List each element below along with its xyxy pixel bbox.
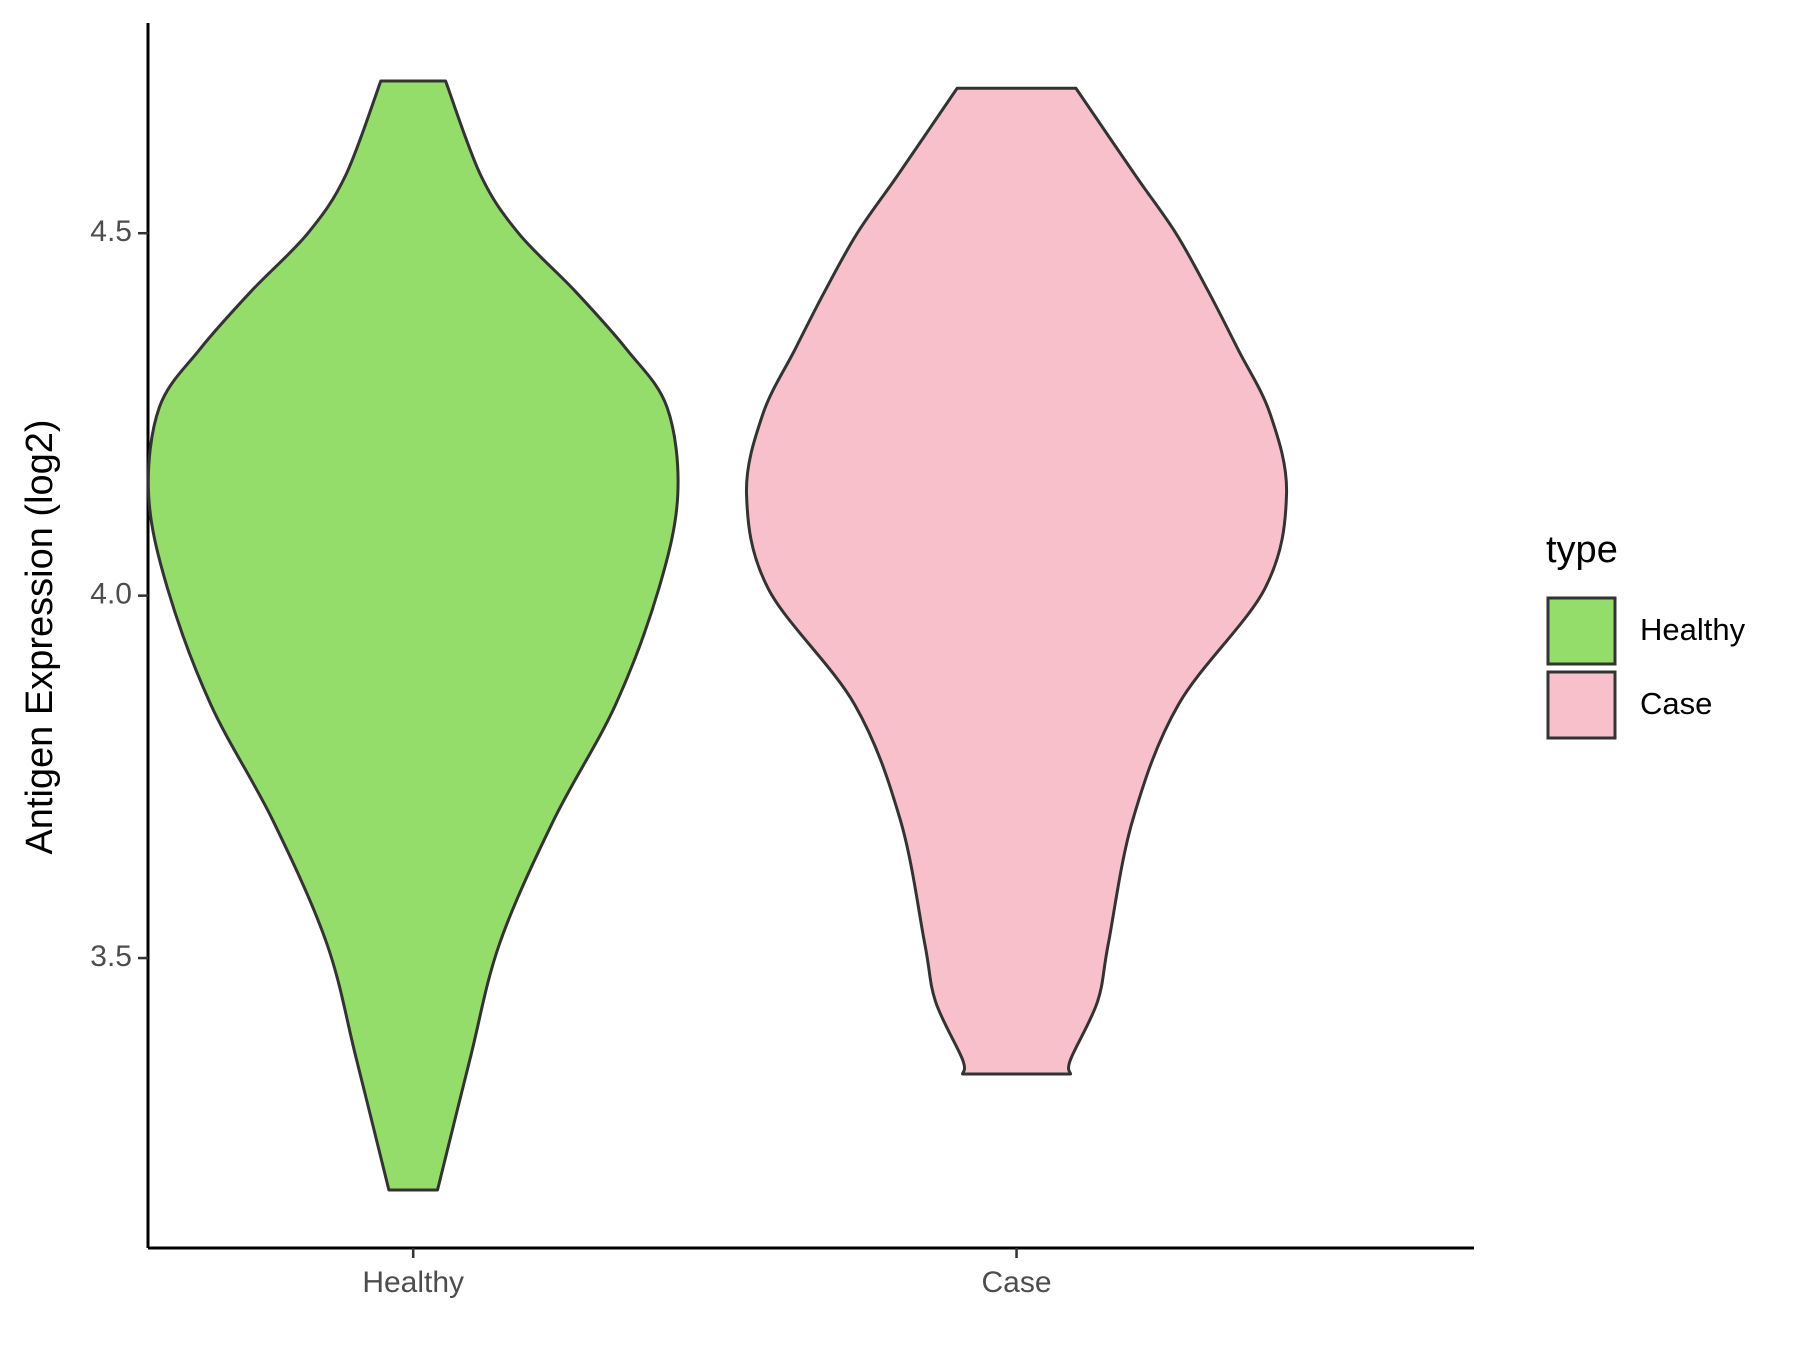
y-tick-label: 3.5 (90, 940, 132, 973)
legend-label: Case (1640, 686, 1712, 721)
x-tick-label: Case (982, 1266, 1052, 1299)
violin (146, 79, 680, 1192)
legend-key (1546, 670, 1617, 740)
legend-key (1546, 596, 1617, 666)
y-axis-title: Antigen Expression (log2) (19, 419, 61, 854)
x-tick-label: Healthy (362, 1266, 464, 1299)
y-tick-label: 4.0 (90, 578, 132, 611)
y-tick-label: 4.5 (90, 215, 132, 248)
legend-label: Healthy (1640, 612, 1746, 647)
legend-title: type (1546, 529, 1618, 571)
violin (745, 86, 1289, 1076)
